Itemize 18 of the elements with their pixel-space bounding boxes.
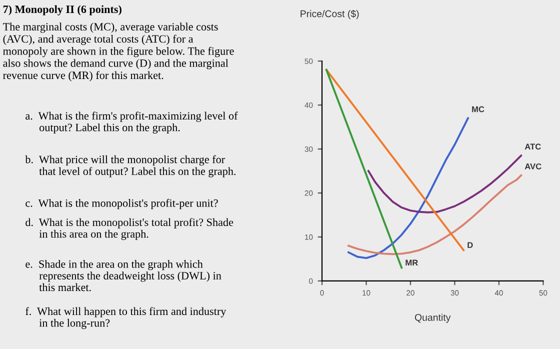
line-series <box>367 154 522 214</box>
series-label: AVC <box>524 163 542 170</box>
series-label: MC <box>472 106 484 112</box>
series-label: D <box>468 242 473 248</box>
line-series <box>348 117 469 260</box>
text: e. Shade in the area on the graph which represents the deadweight loss (DWL) in this market. <box>26 260 222 292</box>
x-axis-title: Quantity <box>414 314 451 323</box>
line-series <box>348 174 522 256</box>
text: The marginal costs (MC), average variable costs (AVC), and average total costs (ATC) for a monopoly are shown in the figure below. The figure also shows the demand curve (D) and the marginal revenue curve (MR) for this market. <box>3 22 234 82</box>
text: c. What is the monopolist's profit-per unit? <box>26 198 218 210</box>
series-label: MR <box>406 260 418 266</box>
text: a. What is the firm's profit-maximizing level of output? Label this on the graph. <box>26 112 238 134</box>
text: b. What price will the monopolist charge for that level of output? Label this on the graph. <box>25 155 236 178</box>
text: f. What will happen to this firm and industry in the long-run? <box>26 307 226 329</box>
y-axis-title: Price/Cost ($) <box>300 10 359 20</box>
text: d. What is the monopolist's total profit? Shade in this area on the graph. <box>26 218 234 240</box>
series-label: ATC <box>524 144 541 150</box>
text: 7) Monopoly II (6 points) <box>3 5 122 16</box>
